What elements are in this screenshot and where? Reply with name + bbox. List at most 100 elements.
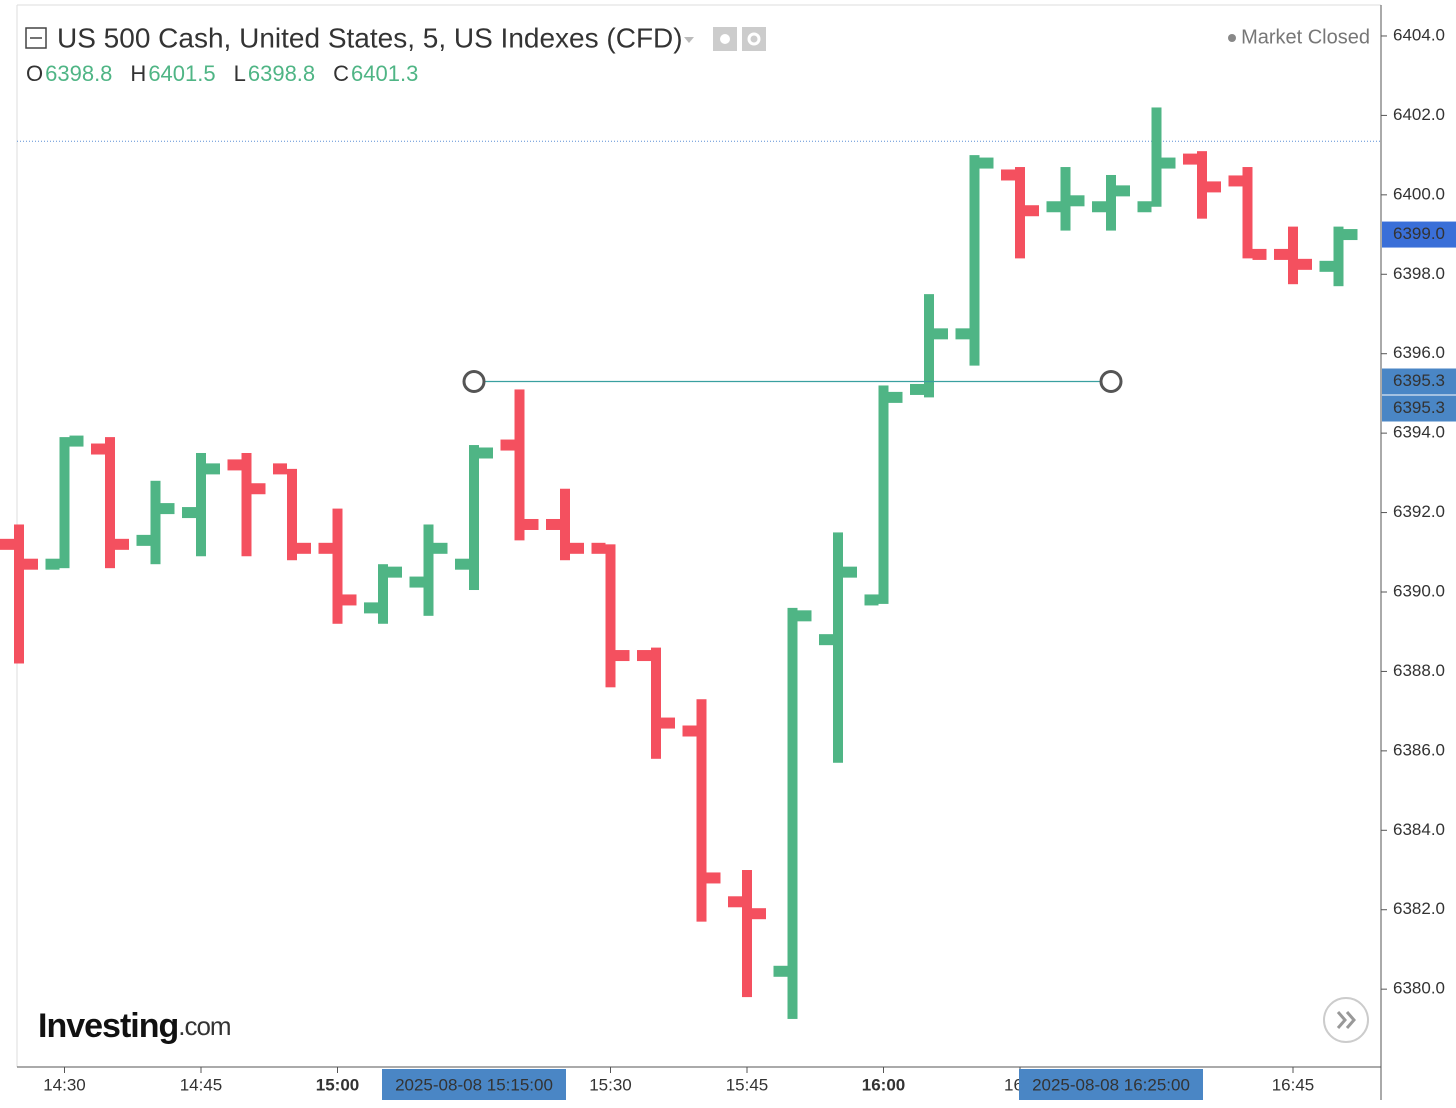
bar-range	[105, 437, 115, 569]
y-tick-label: 6382.0	[1393, 899, 1445, 918]
bar-close	[615, 650, 630, 662]
bar-close	[297, 542, 311, 554]
price-tag-label: 6395.3	[1393, 371, 1445, 390]
bar-close	[934, 328, 948, 340]
bar-range	[514, 389, 525, 541]
bar-range	[59, 437, 70, 569]
bar-range	[696, 699, 707, 922]
bar-close	[24, 558, 38, 570]
bar-open	[45, 558, 60, 570]
legend-value: 6398.8	[248, 61, 315, 86]
trend-handle	[1099, 370, 1123, 394]
bar-range	[150, 480, 161, 565]
current-price-label: 6399.0	[1393, 224, 1445, 243]
bar-open	[1274, 248, 1288, 260]
bar-range	[1106, 174, 1116, 231]
bar-open	[182, 507, 196, 519]
bar-close	[1025, 205, 1039, 217]
bar-range	[651, 647, 661, 759]
bar-open	[318, 542, 333, 554]
legend-key: C	[333, 61, 349, 86]
bar-close	[433, 542, 448, 554]
bar-open	[136, 534, 151, 546]
x-tick-label: 16	[1004, 1075, 1023, 1094]
time-tag-label: 2025-08-08 16:25:00	[1032, 1075, 1190, 1094]
bar-close	[160, 503, 175, 515]
bar-range	[1288, 226, 1298, 285]
bar-close	[1343, 229, 1358, 241]
trend-handle	[462, 370, 486, 394]
bar-open	[819, 634, 833, 646]
legend-value: 6401.3	[351, 61, 418, 86]
bar-open	[91, 443, 105, 455]
x-tick-label: 14:30	[43, 1075, 86, 1094]
plot	[0, 107, 1381, 1019]
legend-value: 6401.5	[148, 61, 215, 86]
bar-range	[1197, 151, 1207, 219]
time-tag	[382, 1069, 566, 1100]
bar-open	[1319, 260, 1334, 272]
bar-close	[979, 157, 994, 169]
bar-range	[378, 564, 388, 624]
bar-close	[706, 872, 721, 884]
bar-range	[878, 385, 889, 604]
y-tick-label: 6394.0	[1393, 423, 1445, 442]
bar-open	[409, 576, 424, 588]
scroll-icon	[1336, 1011, 1356, 1029]
bar-close	[251, 483, 266, 495]
y-tick-label: 6384.0	[1393, 820, 1445, 839]
collapse-button[interactable]	[25, 27, 47, 49]
x-tick-label: 15:30	[589, 1075, 632, 1094]
y-tick-label: 6380.0	[1393, 979, 1445, 998]
bar-range	[742, 870, 752, 998]
bar-range	[332, 508, 343, 624]
bar-close	[115, 538, 129, 550]
y-tick-label: 6392.0	[1393, 502, 1445, 521]
bar-open	[455, 558, 469, 570]
bar-open	[864, 594, 879, 606]
bar-open	[910, 383, 924, 395]
bar-open	[364, 602, 378, 614]
bar-close	[752, 908, 766, 920]
bar-close	[69, 435, 84, 447]
bar-range	[14, 524, 24, 664]
bar-open	[500, 439, 515, 451]
bar-close	[206, 463, 220, 475]
bar-open	[773, 965, 788, 977]
bar-open	[1183, 153, 1197, 165]
legend-key: H	[130, 61, 146, 86]
legend-key: L	[234, 61, 246, 86]
bar-open	[1092, 201, 1106, 213]
bar-open	[1228, 175, 1243, 187]
y-tick-label: 6402.0	[1393, 105, 1445, 124]
logo-suffix: .com	[178, 1011, 230, 1041]
status-dot	[1228, 34, 1236, 42]
ohlc-legend: O 6398.8 H 6401.5 L 6398.8 C 6401.3	[26, 61, 418, 86]
dropdown[interactable]	[684, 37, 694, 43]
bar-close	[1161, 157, 1176, 169]
bar-open	[273, 463, 287, 475]
bar-range	[1060, 167, 1071, 231]
legend-key: O	[26, 61, 43, 86]
y-tick-label: 6404.0	[1393, 25, 1445, 44]
x-tick-label: 16:45	[1272, 1075, 1315, 1094]
bar-close	[1298, 258, 1312, 270]
bar-close	[570, 542, 584, 554]
gear-icon	[747, 32, 761, 46]
legend-value: 6398.8	[45, 61, 112, 86]
bar-range	[1333, 226, 1344, 287]
bar-open	[1046, 201, 1061, 213]
bar-open	[546, 518, 560, 530]
settings-button[interactable]	[742, 27, 766, 51]
bar-close	[524, 518, 539, 530]
y-tick-label: 6388.0	[1393, 661, 1445, 680]
bar-range	[287, 468, 297, 561]
y-tick-label: 6400.0	[1393, 184, 1445, 203]
x-tick-label: 14:45	[180, 1075, 223, 1094]
time-tag-label: 2025-08-08 15:15:00	[395, 1075, 553, 1094]
bar-close	[797, 610, 812, 622]
bar-range	[605, 544, 616, 688]
bar-close	[1116, 185, 1130, 197]
